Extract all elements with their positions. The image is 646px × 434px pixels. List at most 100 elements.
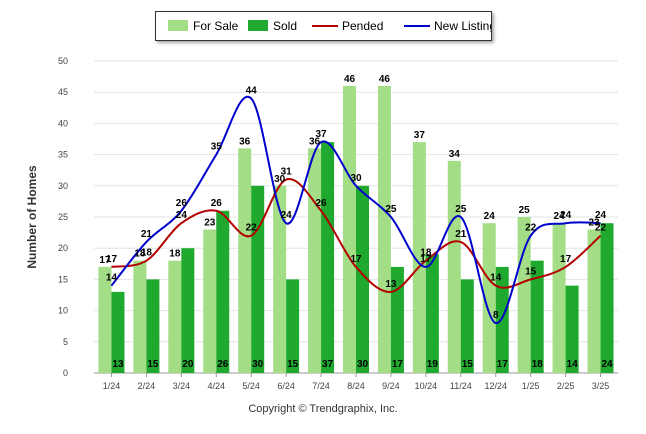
x-tick-label: 1/25 (522, 381, 540, 391)
y-tick-label: 40 (58, 118, 68, 128)
line-series (110, 95, 602, 325)
new-listing-value-label: 25 (385, 204, 397, 215)
y-tick-label: 35 (58, 150, 68, 160)
pended-value-label: 26 (211, 198, 223, 209)
for-sale-bar (203, 229, 217, 373)
new-listing-value-label: 21 (141, 229, 153, 240)
y-tick-label: 20 (58, 243, 68, 253)
for-sale-value-label: 46 (379, 74, 391, 85)
new-listing-value-label: 24 (595, 210, 607, 221)
pended-legend-label: Pended (342, 19, 383, 33)
for-sale-bar (168, 260, 182, 373)
y-tick-label: 5 (63, 337, 68, 347)
for-sale-legend-label: For Sale (193, 19, 239, 33)
new-listing-value-label: 26 (176, 198, 188, 209)
x-tick-label: 10/24 (415, 381, 438, 391)
for-sale-value-label: 36 (239, 136, 251, 147)
sold-value-label: 15 (147, 359, 159, 370)
for-sale-bar (238, 148, 252, 373)
for-sale-bar (447, 160, 461, 373)
for-sale-bar (517, 217, 531, 373)
x-axis: 1/24 2/24 3/24 4/24 5/24 6/24 7/24 8/24 9/24 10/2… (103, 373, 610, 391)
for-sale-bar (482, 223, 496, 373)
sold-value-label: 24 (601, 359, 613, 370)
sold-value-label: 37 (322, 359, 334, 370)
new-listing-value-label: 17 (420, 254, 432, 265)
x-tick-label: 6/24 (277, 381, 295, 391)
sold-value-label: 19 (427, 359, 439, 370)
sold-bar (146, 279, 160, 373)
y-tick-label: 10 (58, 306, 68, 316)
sold-bar (356, 185, 369, 373)
pended-value-label: 17 (350, 254, 362, 265)
new-listing-legend-label: New Listing (434, 19, 491, 33)
new-listing-value-label: 35 (211, 142, 223, 153)
for-sale-value-label: 30 (274, 174, 286, 185)
pended-value-label: 24 (176, 210, 188, 221)
sold-bar (216, 210, 230, 373)
sold-value-label: 30 (252, 359, 264, 370)
new-listing-value-label: 24 (281, 210, 293, 221)
sold-bar (181, 248, 195, 373)
for-sale-bar (552, 223, 566, 373)
pended-value-label: 15 (525, 266, 537, 277)
for-sale-bar (343, 85, 356, 374)
sold-value-label: 15 (462, 359, 474, 370)
x-tick-label: 2/24 (138, 381, 156, 391)
sold-bar (321, 142, 335, 373)
new-listing-value-label: 37 (316, 129, 328, 140)
sold-value-label: 30 (357, 359, 369, 370)
y-tick-label: 25 (58, 212, 68, 222)
for-sale-value-label: 37 (414, 130, 426, 141)
sold-value-label: 17 (392, 359, 404, 370)
pended-value-label: 13 (385, 279, 397, 290)
sold-bar (251, 185, 265, 373)
sold-bar (425, 254, 439, 373)
pended-value-label: 31 (281, 167, 293, 178)
y-tick-label: 30 (58, 181, 68, 191)
sold-value-label: 14 (567, 359, 579, 370)
pended-value-label: 14 (490, 273, 502, 284)
new-listing-value-label: 8 (493, 310, 499, 321)
x-tick-label: 9/24 (382, 381, 400, 391)
copyright-footer: Copyright © Trendgraphix, Inc. (248, 403, 398, 415)
pended-value-label: 18 (420, 248, 432, 259)
x-tick-label: 3/25 (592, 381, 610, 391)
new-listing-line (110, 95, 601, 325)
pended-value-label: 17 (106, 254, 118, 265)
legend: For Sale Sold Pended New Listing (155, 11, 496, 41)
pended-value-label: 18 (141, 248, 153, 259)
for-sale-value-label: 24 (554, 211, 566, 222)
sold-value-label: 17 (497, 359, 509, 370)
x-tick-label: 7/24 (312, 381, 330, 391)
sold-bar (460, 279, 474, 373)
new-listing-value-label: 44 (246, 85, 258, 96)
y-axis-title: Number of Homes (25, 165, 39, 269)
y-tick-label: 15 (58, 274, 68, 284)
sold-legend-swatch (248, 20, 268, 31)
sold-value-label: 13 (112, 359, 124, 370)
for-sale-bar (273, 185, 287, 373)
y-tick-label: 0 (63, 368, 68, 378)
for-sale-bar (98, 266, 112, 373)
sold-value-label: 15 (287, 359, 299, 370)
sold-value-label: 18 (532, 359, 544, 370)
pended-value-label: 26 (316, 198, 328, 209)
x-tick-label: 4/24 (208, 381, 226, 391)
new-listing-value-label: 22 (525, 223, 537, 234)
x-tick-label: 12/24 (484, 381, 507, 391)
for-sale-value-label: 23 (204, 217, 216, 228)
for-sale-value-label: 24 (484, 211, 496, 222)
new-listing-value-label: 25 (455, 204, 467, 215)
pended-value-label: 17 (560, 254, 572, 265)
sold-bar (390, 266, 404, 373)
x-tick-label: 5/24 (242, 381, 260, 391)
new-listing-value-label: 14 (106, 273, 118, 284)
x-tick-label: 3/24 (173, 381, 191, 391)
for-sale-bar (587, 229, 601, 373)
new-listing-value-label: 30 (350, 173, 362, 184)
sold-value-label: 26 (217, 359, 229, 370)
y-tick-label: 45 (58, 87, 68, 97)
sold-legend-label: Sold (273, 19, 297, 33)
